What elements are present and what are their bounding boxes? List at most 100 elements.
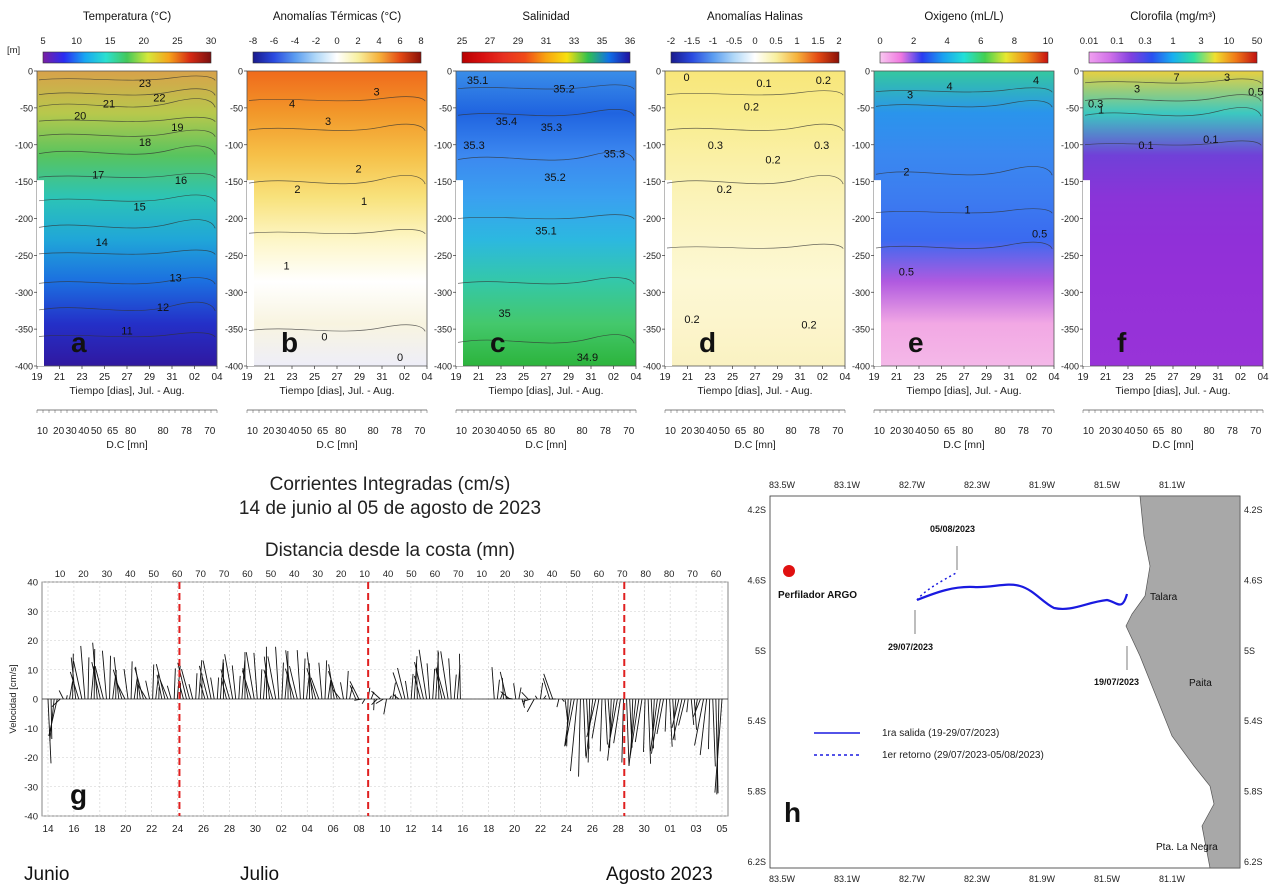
dc-tick-label: 50 <box>928 426 940 437</box>
currents-x-tick-label: 16 <box>457 824 469 835</box>
contour-label: 2 <box>356 163 362 175</box>
colorbar-tick-label: 0 <box>334 36 339 47</box>
current-vector <box>435 667 446 700</box>
current-vector <box>414 675 421 700</box>
contour-label: 20 <box>74 110 86 122</box>
contour-label: 4 <box>1033 75 1039 87</box>
currents-top-tick-label: 30 <box>102 569 113 580</box>
dc-tick-label: 80 <box>1171 426 1183 437</box>
x-tick-label: 02 <box>817 372 829 383</box>
current-vector <box>198 665 209 700</box>
dc-tick-label: 80 <box>544 426 556 437</box>
contour-label: 3 <box>325 116 331 128</box>
current-vector <box>392 672 403 700</box>
currents-x-tick-label: 18 <box>483 824 495 835</box>
y-tick-label: -300 <box>434 288 452 298</box>
dc-tick-label: 40 <box>706 426 718 437</box>
contour-label: 0.2 <box>801 320 816 332</box>
x-tick-label: 21 <box>1100 372 1112 383</box>
current-vector <box>397 667 406 700</box>
panel-letter-g: g <box>70 779 87 810</box>
contour-label: 21 <box>103 98 115 110</box>
contour-label: 3 <box>907 90 913 102</box>
dc-tick-label: 40 <box>288 426 300 437</box>
contour-label: 0.2 <box>744 101 759 113</box>
contour-label: 35.3 <box>541 122 562 134</box>
contour-line <box>875 166 1053 176</box>
date-annotation: 19/07/2023 <box>1094 677 1139 687</box>
y-tick-label: -50 <box>439 103 452 113</box>
dc-tick-label: 20 <box>263 426 275 437</box>
current-vector <box>259 669 263 700</box>
map-bottom-lon-label: 83.5W <box>769 874 796 884</box>
current-vector <box>521 698 525 708</box>
colorbar-tick-label: 10 <box>1043 36 1054 47</box>
y-tick-label: -100 <box>852 140 870 150</box>
current-vector <box>699 698 708 756</box>
dc-tick-label: 40 <box>1124 426 1136 437</box>
current-vector <box>306 668 317 700</box>
dc-axis-label: D.C [mn] <box>943 439 985 451</box>
dc-tick-label: 80 <box>367 426 379 437</box>
contour-line <box>875 208 1053 214</box>
current-vector <box>123 669 129 700</box>
colorbar-tick-label: 15 <box>105 36 116 47</box>
x-tick-label: 02 <box>608 372 620 383</box>
current-vector <box>712 698 716 767</box>
x-tick-label: 21 <box>264 372 276 383</box>
current-vector <box>410 673 414 700</box>
x-tick-label: 31 <box>376 372 388 383</box>
dc-tick-label: 70 <box>204 426 216 437</box>
current-vector <box>404 680 409 700</box>
map-lat-label-left: 5.4S <box>747 716 766 726</box>
y-tick-label: -200 <box>225 214 243 224</box>
current-vector <box>216 677 220 700</box>
current-vector <box>94 665 104 700</box>
current-vector <box>145 680 151 700</box>
current-vector <box>306 673 310 700</box>
currents-top-tick-label: 20 <box>500 569 511 580</box>
no-data-mask <box>1083 180 1090 366</box>
colorbar-tick-label: 0.01 <box>1080 36 1099 47</box>
dc-tick-label: 50 <box>510 426 522 437</box>
map-lat-label-left: 4.6S <box>747 575 766 585</box>
map-bottom-lon-label: 83.1W <box>834 874 861 884</box>
contour-label: 2 <box>294 184 300 196</box>
y-tick-label: -100 <box>643 140 661 150</box>
current-vector <box>513 683 517 700</box>
contour-label: 0 <box>397 352 403 364</box>
current-vector <box>302 658 306 700</box>
x-tick-label: 29 <box>144 372 156 383</box>
current-vector <box>496 679 500 700</box>
dc-tick-label: 78 <box>181 426 193 437</box>
current-vector <box>521 691 529 700</box>
contour-label: 0.2 <box>765 155 780 167</box>
trajectory-map: 83.5W 83.1W 82.7W 82.3W 81.9W 81.5W 81.1W 83.5W… <box>747 480 1263 884</box>
current-vector <box>491 667 495 700</box>
dc-axis-label: D.C [mn] <box>316 439 358 451</box>
x-tick-label: 23 <box>704 372 716 383</box>
contour-line <box>248 229 426 234</box>
x-tick-label: 31 <box>166 372 178 383</box>
contour-line <box>457 84 635 90</box>
current-vectors <box>47 642 723 795</box>
map-lat-label-right: 5.8S <box>1244 787 1263 797</box>
dc-tick-label: 65 <box>944 426 956 437</box>
dc-tick-label: 30 <box>1112 426 1124 437</box>
date-annotation: 29/07/2023 <box>888 642 933 652</box>
current-vector <box>564 698 575 746</box>
currents-top-tick-label: 10 <box>359 569 370 580</box>
x-tick-label: 25 <box>1145 372 1157 383</box>
current-vector <box>349 685 357 700</box>
colorbar-tick-label: 50 <box>1252 36 1263 47</box>
y-tick-label: -350 <box>852 325 870 335</box>
dc-tick-label: 50 <box>1137 426 1149 437</box>
currents-top-tick-label: 50 <box>570 569 581 580</box>
colorbar-tick-label: 0.3 <box>1138 36 1151 47</box>
current-vector <box>664 698 668 732</box>
current-vector <box>296 650 301 700</box>
current-vector <box>112 674 117 700</box>
current-vector <box>58 690 64 700</box>
currents-top-tick-label: 70 <box>219 569 230 580</box>
current-vector <box>156 674 163 700</box>
